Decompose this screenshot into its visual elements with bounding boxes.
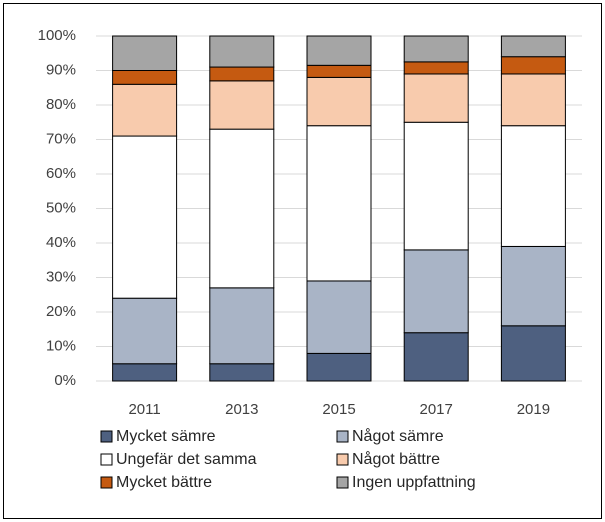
bar-segment (403, 61, 469, 75)
y-tick-label: 20% (46, 303, 76, 320)
bar-segment (306, 76, 372, 127)
bar-segment (209, 80, 275, 130)
bar-segment (500, 35, 566, 58)
x-tick-label: 2013 (225, 401, 258, 418)
bar-segment (112, 83, 178, 137)
bar-segment (500, 125, 566, 247)
legend-swatch (100, 430, 113, 443)
bar-segment (306, 64, 372, 78)
bar-segment (306, 125, 372, 282)
bar-segment (403, 35, 469, 63)
bar-segment (500, 73, 566, 127)
y-tick-label: 0% (54, 372, 76, 389)
bar-segment (306, 35, 372, 66)
bar-segment (112, 135, 178, 299)
bar-segment (306, 280, 372, 354)
bar-segment (209, 35, 275, 68)
x-tick-label: 2017 (420, 401, 453, 418)
bar-segment (500, 245, 566, 327)
legend-label: Något bättre (352, 450, 440, 468)
y-tick-label: 50% (46, 199, 76, 216)
y-tick-label: 30% (46, 268, 76, 285)
x-tick-label: 2011 (128, 401, 160, 418)
y-tick-label: 10% (46, 337, 76, 354)
x-tick-label: 2019 (517, 401, 550, 418)
bar-segment (403, 73, 469, 123)
legend-swatch (336, 453, 349, 466)
legend-label: Mycket bättre (116, 474, 212, 491)
x-tick-label: 2015 (322, 401, 355, 418)
bar-segment (209, 66, 275, 82)
legend-label: Något sämre (352, 427, 444, 445)
bar-segment (112, 70, 178, 85)
bar-segment (500, 325, 566, 382)
bar-segment (112, 35, 178, 71)
y-tick-label: 90% (46, 61, 76, 78)
legend-label: Mycket sämre (116, 428, 216, 445)
bar-segment (403, 249, 469, 334)
y-tick-label: 100% (38, 27, 76, 44)
legend-swatch (336, 430, 349, 443)
bar-segment (306, 352, 372, 382)
y-tick-label: 60% (46, 165, 76, 182)
bar-segment (209, 363, 275, 382)
bar-segment (403, 121, 469, 251)
legend-label: Ungefär det samma (116, 451, 257, 468)
bar-segment (112, 363, 178, 382)
legend-label: Ingen uppfattning (352, 474, 476, 491)
y-tick-label: 70% (46, 130, 76, 147)
bar-segment (112, 297, 178, 365)
legend-swatch (336, 476, 349, 489)
bar-segment (209, 128, 275, 289)
legend-swatch (100, 476, 113, 489)
bar-segment (403, 332, 469, 382)
y-tick-label: 80% (46, 96, 76, 113)
bar-segment (209, 287, 275, 365)
legend-swatch (100, 453, 113, 466)
bar-segment (500, 56, 566, 75)
y-tick-label: 40% (46, 234, 76, 251)
